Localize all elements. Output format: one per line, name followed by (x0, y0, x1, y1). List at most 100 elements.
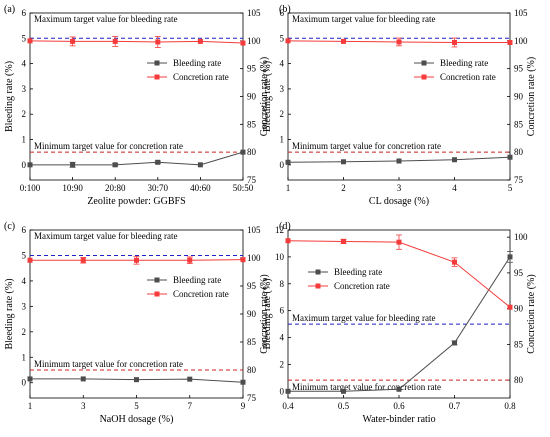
y-tick-label: 2 (280, 359, 285, 369)
data-point (240, 379, 246, 385)
y2-tick-label: 80 (247, 147, 257, 157)
legend-label: Concretion rate (173, 289, 229, 299)
data-point (452, 259, 457, 265)
legend-label: Bleeding rate (173, 275, 221, 285)
y2-tick-label: 85 (247, 337, 257, 347)
data-point (396, 158, 402, 164)
y2-tick-label: 105 (247, 8, 261, 18)
y-tick-label: 4 (280, 59, 285, 69)
data-point (452, 40, 457, 46)
legend-label: Bleeding rate (173, 58, 221, 68)
y2-tick-label: 95 (514, 64, 524, 74)
data-point (396, 39, 402, 45)
x-tick-label: 5 (508, 183, 513, 193)
y2-tick-label: 95 (247, 64, 257, 74)
y-tick-label: 6 (280, 306, 285, 316)
max-target-label: Maximum target value for bleeding rate (292, 14, 436, 24)
legend-label: Bleeding rate (334, 267, 382, 277)
data-point (70, 162, 76, 168)
data-point (70, 38, 76, 44)
legend-label: Concretion rate (440, 72, 496, 82)
max-target-label: Maximum target value for bleeding rate (34, 14, 178, 24)
y2-axis-title: Concretion rate (%) (526, 274, 537, 353)
y2-tick-label: 90 (247, 92, 257, 102)
y-tick-label: 12 (275, 225, 284, 235)
chart-panel-2: (b) 1 2 3 4 5 CL dosage (%) 0 1 2 3 4 5 6 75 80 85 90 95 10… (262, 4, 537, 207)
data-point (197, 38, 203, 44)
x-tick-label: 4 (452, 183, 457, 193)
y-tick-label: 8 (280, 279, 285, 289)
y2-tick-label: 85 (514, 119, 524, 129)
legend-marker (421, 74, 427, 80)
y2-axis-title: Concretion rate (%) (259, 57, 270, 136)
data-point (285, 159, 291, 165)
y2-tick-label: 90 (514, 304, 524, 314)
y2-axis-title: Concretion rate (%) (259, 274, 270, 353)
legend-marker (315, 269, 321, 275)
data-point (27, 376, 33, 382)
data-point (452, 340, 457, 346)
legend-label: Concretion rate (334, 281, 390, 291)
chart-panel-1: (a) 0:100 10:90 20:80 30:70 40:60 50:50 Zeolite… (4, 4, 270, 207)
max-target-label: Maximum target value for bleeding rate (34, 231, 178, 241)
y2-tick-label: 80 (247, 365, 257, 375)
data-point (27, 162, 33, 168)
data-point (452, 157, 457, 163)
y2-tick-label: 95 (514, 268, 524, 278)
x-tick-label: 9 (241, 401, 246, 411)
y-tick-label: 4 (22, 276, 27, 286)
y-tick-label: 0 (22, 378, 27, 388)
y2-tick-label: 75 (514, 175, 524, 185)
min-target-label: Minimum target value for concretion rate (292, 382, 441, 392)
chart-panel-3: (c) 1 3 5 7 9 NaOH dosage (%) 0 1 2 3 4 5 6 75 80 85 90 95… (4, 221, 270, 425)
data-point (134, 257, 139, 263)
y-tick-label: 5 (22, 250, 27, 260)
series-line-1 (30, 151, 244, 166)
panel-label: (a) (4, 4, 15, 15)
y-tick-label: 4 (280, 333, 285, 343)
data-point (112, 38, 118, 44)
data-point (285, 388, 291, 394)
data-point (507, 304, 513, 310)
data-point (155, 159, 161, 165)
min-target-label: Minimum target value for concretion rate (34, 359, 183, 369)
x-axis-title: CL dosage (%) (369, 196, 429, 207)
data-point (507, 154, 513, 160)
y-tick-label: 2 (280, 109, 285, 119)
y-tick-label: 1 (280, 135, 285, 145)
data-point (285, 38, 291, 44)
x-tick-label: 0.6 (393, 401, 405, 411)
y2-tick-label: 75 (247, 175, 257, 185)
legend-marker (421, 60, 427, 66)
y2-tick-label: 80 (514, 375, 524, 385)
y-axis-title: Bleeding rate (%) (4, 278, 15, 349)
x-axis-title: Zeolite powder: GGBFS (87, 196, 185, 207)
legend-label: Bleeding rate (440, 58, 488, 68)
y2-tick-label: 90 (514, 92, 524, 102)
y-tick-label: 4 (22, 59, 27, 69)
y2-tick-label: 85 (514, 339, 524, 349)
data-point (341, 238, 346, 244)
x-tick-label: 30:70 (148, 183, 169, 193)
data-point (187, 376, 193, 382)
x-axis-title: Water-binder ratio (362, 414, 435, 425)
legend-marker (154, 74, 160, 80)
y2-tick-label: 85 (247, 119, 257, 129)
y2-tick-label: 95 (247, 281, 257, 291)
data-point (341, 159, 346, 165)
data-point (197, 162, 203, 168)
data-point (240, 40, 246, 46)
y-tick-label: 5 (22, 33, 27, 43)
min-target-label: Minimum target value for concretion rate (34, 141, 183, 151)
x-tick-label: 1 (28, 401, 33, 411)
y-tick-label: 3 (280, 84, 285, 94)
x-tick-label: 0.7 (449, 401, 461, 411)
series-line-2 (287, 240, 511, 308)
data-point (27, 38, 33, 44)
y-axis-title: Bleeding rate (%) (262, 278, 273, 349)
x-tick-label: 3 (397, 183, 402, 193)
data-point (187, 257, 193, 263)
y2-tick-label: 100 (514, 232, 528, 242)
x-axis-title: NaOH dosage (%) (100, 414, 174, 425)
panel-label: (d) (279, 221, 291, 232)
